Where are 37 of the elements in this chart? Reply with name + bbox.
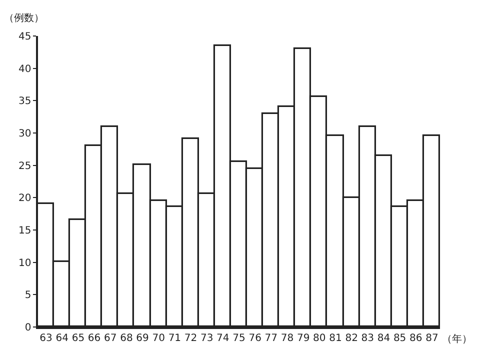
x-tick-label: 69	[136, 332, 149, 344]
x-tick-label: 79	[296, 332, 310, 344]
x-tick-label: 77	[264, 332, 278, 344]
y-tick-label: 0	[24, 322, 32, 334]
x-tick-label: 84	[377, 332, 390, 344]
x-tick-label: 83	[361, 332, 374, 344]
x-tick-label: 65	[72, 332, 85, 344]
x-tick-label: 78	[280, 332, 294, 344]
x-tick-label: 72	[184, 332, 198, 344]
x-tick-label: 66	[88, 332, 101, 344]
y-tick-label: 20	[18, 193, 32, 204]
x-tick-label: 76	[248, 332, 262, 344]
x-tick-label: 63	[40, 332, 52, 344]
y-axis-title: （例数）	[4, 13, 44, 24]
x-tick-label: 85	[393, 332, 406, 344]
y-tick-label: 5	[24, 290, 32, 302]
x-tick-label: 82	[345, 332, 358, 344]
x-axis-title: （年）	[442, 333, 472, 345]
x-tick-label: 71	[168, 332, 182, 344]
x-tick-label: 80	[313, 332, 326, 344]
y-tick-label: 10	[18, 258, 32, 269]
y-tick-label: 30	[18, 128, 32, 140]
x-tick-label: 87	[426, 332, 438, 344]
x-tick-label: 86	[410, 332, 422, 344]
y-tick-label: 15	[18, 226, 32, 236]
x-tick-label: 74	[216, 332, 230, 344]
x-tick-label: 75	[232, 332, 246, 344]
x-tick-label: 67	[104, 332, 117, 344]
y-tick-label: 45	[18, 32, 32, 42]
x-tick-label: 73	[200, 332, 214, 344]
x-tick-label: 68	[120, 332, 133, 344]
x-tick-label: 70	[152, 332, 165, 344]
x-tick-label: 81	[329, 332, 342, 344]
x-tick-label: 64	[56, 332, 68, 344]
y-tick-label: 25	[18, 160, 32, 172]
y-tick-label: 35	[18, 96, 32, 108]
y-tick-label: 40	[18, 64, 32, 75]
